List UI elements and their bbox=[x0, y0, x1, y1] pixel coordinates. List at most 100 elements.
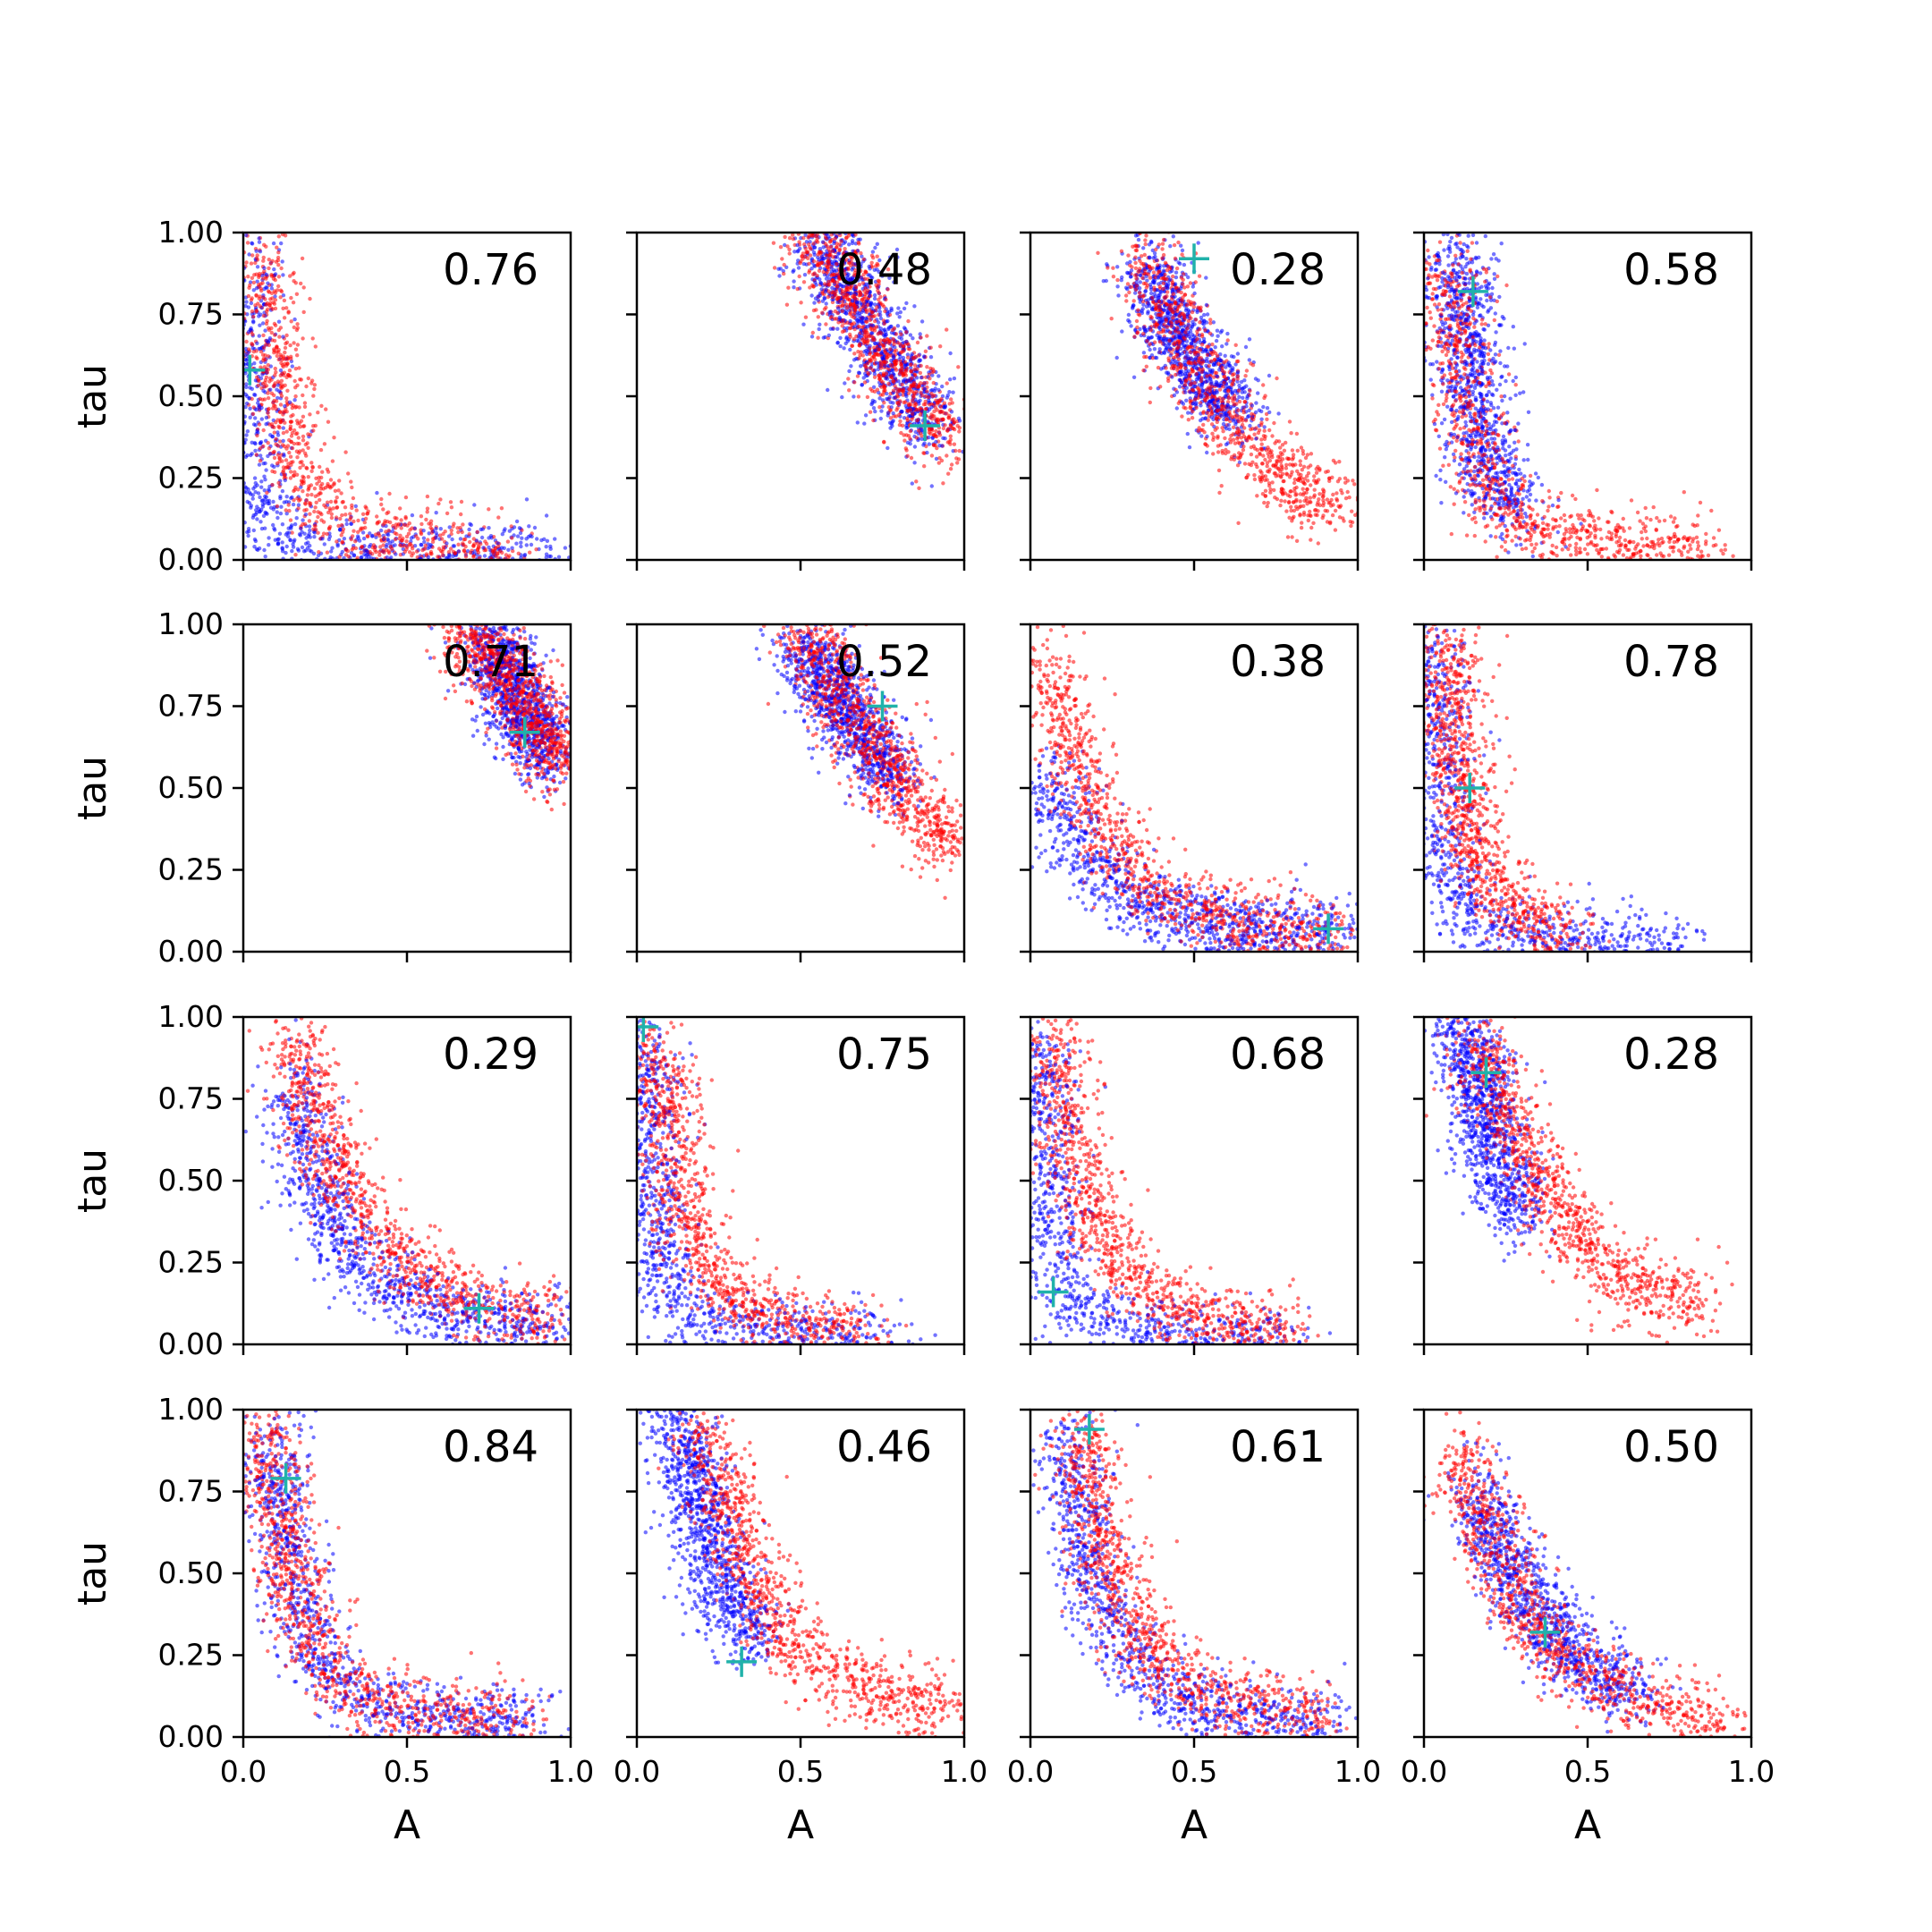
point-blue-series bbox=[911, 336, 915, 341]
point-red-series bbox=[359, 526, 363, 530]
point-red-series bbox=[260, 295, 266, 300]
point-blue-series bbox=[822, 295, 826, 301]
point-red-series bbox=[328, 486, 333, 490]
point-blue-series bbox=[849, 364, 853, 369]
point-red-series bbox=[848, 335, 852, 339]
point-blue-series bbox=[267, 452, 273, 456]
point-blue-series bbox=[260, 502, 265, 507]
point-red-series bbox=[360, 512, 366, 516]
point-blue-series bbox=[251, 319, 256, 324]
point-blue-series bbox=[927, 442, 932, 446]
point-red-series bbox=[381, 543, 386, 547]
point-red-series bbox=[296, 487, 301, 492]
point-red-series bbox=[864, 335, 869, 340]
point-blue-series bbox=[244, 385, 249, 389]
point-red-series bbox=[290, 430, 295, 436]
point-red-series bbox=[400, 538, 404, 543]
point-blue-series bbox=[1167, 300, 1172, 304]
point-red-series bbox=[946, 416, 952, 420]
point-red-series bbox=[308, 512, 312, 516]
point-red-series bbox=[933, 443, 938, 448]
point-red-series bbox=[334, 515, 339, 520]
point-blue-series bbox=[503, 527, 507, 531]
point-blue-series bbox=[873, 409, 877, 414]
point-red-series bbox=[1342, 519, 1346, 523]
point-red-series bbox=[918, 412, 923, 417]
point-red-series bbox=[265, 490, 269, 496]
point-red-series bbox=[1169, 303, 1174, 308]
point-blue-series bbox=[945, 393, 951, 398]
point-blue-series bbox=[291, 502, 296, 507]
point-red-series bbox=[423, 543, 428, 548]
point-blue-series bbox=[283, 478, 287, 483]
point-red-series bbox=[266, 354, 271, 359]
point-red-series bbox=[1267, 454, 1271, 459]
point-red-series bbox=[936, 400, 941, 405]
point-blue-series bbox=[263, 497, 267, 502]
point-red-series bbox=[273, 323, 278, 327]
point-red-series bbox=[827, 240, 833, 244]
point-blue-series bbox=[891, 354, 895, 359]
point-red-series bbox=[446, 550, 452, 555]
point-blue-series bbox=[250, 452, 254, 456]
point-red-series bbox=[496, 515, 501, 520]
point-blue-series bbox=[287, 530, 292, 535]
point-red-series bbox=[336, 488, 341, 493]
point-blue-series bbox=[258, 453, 263, 458]
point-blue-series bbox=[855, 420, 860, 425]
point-red-series bbox=[302, 401, 308, 405]
point-blue-series bbox=[281, 293, 286, 298]
point-red-series bbox=[785, 244, 790, 249]
point-red-series bbox=[340, 539, 345, 545]
point-blue-series bbox=[355, 534, 360, 538]
point-red-series bbox=[272, 425, 276, 429]
point-red-series bbox=[267, 446, 272, 451]
point-blue-series bbox=[308, 528, 312, 533]
point-red-series bbox=[320, 481, 325, 487]
panel-points bbox=[243, 233, 571, 560]
point-red-series bbox=[1111, 266, 1115, 270]
point-red-series bbox=[254, 309, 258, 314]
point-red-series bbox=[398, 506, 402, 511]
point-blue-series bbox=[250, 440, 254, 445]
point-red-series bbox=[251, 280, 256, 285]
point-blue-series bbox=[329, 549, 334, 554]
point-red-series bbox=[410, 544, 414, 548]
point-red-series bbox=[398, 533, 402, 538]
point-red-series bbox=[316, 514, 320, 520]
point-red-series bbox=[329, 512, 334, 516]
point-blue-series bbox=[877, 396, 882, 401]
point-red-series bbox=[815, 273, 819, 278]
point-red-series bbox=[904, 330, 909, 335]
point-red-series bbox=[900, 382, 904, 387]
point-red-series bbox=[356, 518, 360, 523]
point-red-series bbox=[509, 524, 513, 529]
point-red-series bbox=[471, 555, 476, 559]
point-blue-series bbox=[948, 377, 953, 382]
point-red-series bbox=[857, 324, 861, 329]
point-red-series bbox=[377, 533, 382, 538]
point-red-series bbox=[1268, 487, 1273, 492]
point-red-series bbox=[309, 492, 314, 497]
point-red-series bbox=[801, 280, 807, 284]
point-red-series bbox=[1291, 453, 1296, 457]
point-red-series bbox=[881, 371, 886, 376]
point-blue-series bbox=[879, 351, 884, 355]
point-red-series bbox=[948, 467, 953, 471]
point-red-series bbox=[257, 275, 261, 280]
point-red-series bbox=[275, 258, 281, 263]
point-red-series bbox=[313, 523, 318, 529]
point-red-series bbox=[471, 543, 476, 548]
point-red-series bbox=[850, 343, 855, 348]
point-red-series bbox=[852, 380, 857, 385]
point-red-series bbox=[276, 327, 281, 333]
point-red-series bbox=[948, 434, 953, 438]
point-blue-series bbox=[930, 373, 935, 377]
point-red-series bbox=[807, 261, 811, 266]
point-blue-series bbox=[263, 328, 267, 333]
point-blue-series bbox=[390, 539, 394, 544]
point-blue-series bbox=[902, 306, 907, 311]
point-blue-series bbox=[257, 404, 261, 409]
point-red-series bbox=[847, 252, 852, 258]
point-red-series bbox=[860, 297, 865, 301]
